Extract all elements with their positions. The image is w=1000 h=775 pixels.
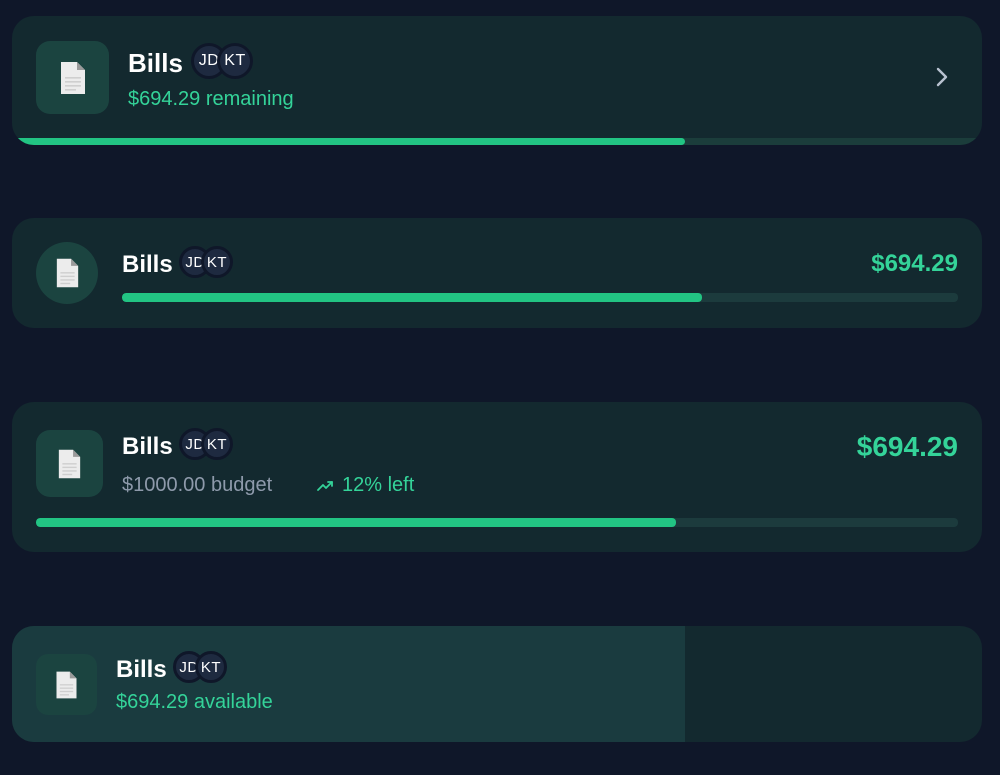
bills-icon-tile [36,430,103,497]
document-icon [60,61,85,94]
member-avatars: JD KT [179,428,233,460]
document-icon [58,449,81,478]
trend-indicator: 12% left [317,474,414,497]
trending-up-icon [317,480,333,491]
avatar: KT [201,246,233,278]
card-title: Bills [128,48,183,78]
bills-card-2[interactable]: Bills JD KT $694.29 [12,218,982,328]
member-avatars: JD KT [173,651,227,683]
progress-bar [12,138,982,145]
card-title: Bills [122,251,173,278]
chevron-right-icon[interactable] [934,66,950,88]
progress-bar [122,293,958,302]
document-icon [56,258,78,288]
bills-icon-tile [36,654,97,715]
bills-icon-tile [36,41,109,114]
budget-text: $1000.00 budget [122,474,273,496]
document-icon [56,671,77,698]
amount-text: $694.29 [871,250,958,277]
progress-bar [36,518,958,527]
trend-text: 12% left [342,474,415,496]
member-avatars: JD KT [191,43,253,79]
available-fill [12,626,686,742]
bills-card-3[interactable]: Bills JD KT $694.29 $1000.00 budget 12% … [12,402,982,552]
remaining-text: $694.29 remaining [128,88,294,110]
card-title: Bills [122,433,173,460]
amount-text: $694.29 [856,431,958,462]
bills-icon-tile [36,242,98,304]
avatar: KT [217,43,253,79]
card-title: Bills [116,656,167,683]
member-avatars: JD KT [179,246,233,278]
avatar: KT [195,651,227,683]
bills-card-4[interactable]: Bills JD KT $694.29 available [12,626,982,742]
available-text: $694.29 available [116,691,273,713]
avatar: KT [201,428,233,460]
bills-card-1[interactable]: Bills JD KT $694.29 remaining [12,16,982,145]
